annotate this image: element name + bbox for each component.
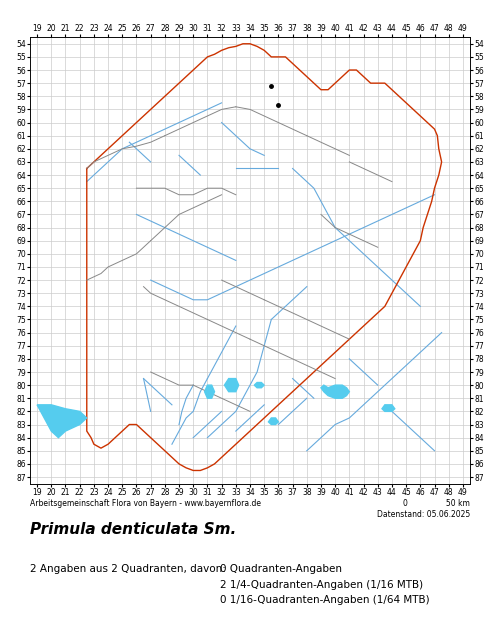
Polygon shape <box>224 379 238 392</box>
Polygon shape <box>321 385 350 398</box>
Text: Primula denticulata Sm.: Primula denticulata Sm. <box>30 522 236 537</box>
Text: Datenstand: 05.06.2025: Datenstand: 05.06.2025 <box>377 510 470 519</box>
Text: 0 1/16-Quadranten-Angaben (1/64 MTB): 0 1/16-Quadranten-Angaben (1/64 MTB) <box>220 595 430 605</box>
Text: Arbeitsgemeinschaft Flora von Bayern - www.bayernflora.de: Arbeitsgemeinschaft Flora von Bayern - w… <box>30 499 261 508</box>
Polygon shape <box>37 405 87 438</box>
Polygon shape <box>382 405 395 412</box>
Text: 0                50 km: 0 50 km <box>403 499 470 508</box>
Polygon shape <box>268 418 278 425</box>
Polygon shape <box>204 385 214 398</box>
Text: 2 1/4-Quadranten-Angaben (1/16 MTB): 2 1/4-Quadranten-Angaben (1/16 MTB) <box>220 580 423 590</box>
Polygon shape <box>254 383 264 388</box>
Text: 0 Quadranten-Angaben: 0 Quadranten-Angaben <box>220 564 342 574</box>
Text: 2 Angaben aus 2 Quadranten, davon:: 2 Angaben aus 2 Quadranten, davon: <box>30 564 226 574</box>
